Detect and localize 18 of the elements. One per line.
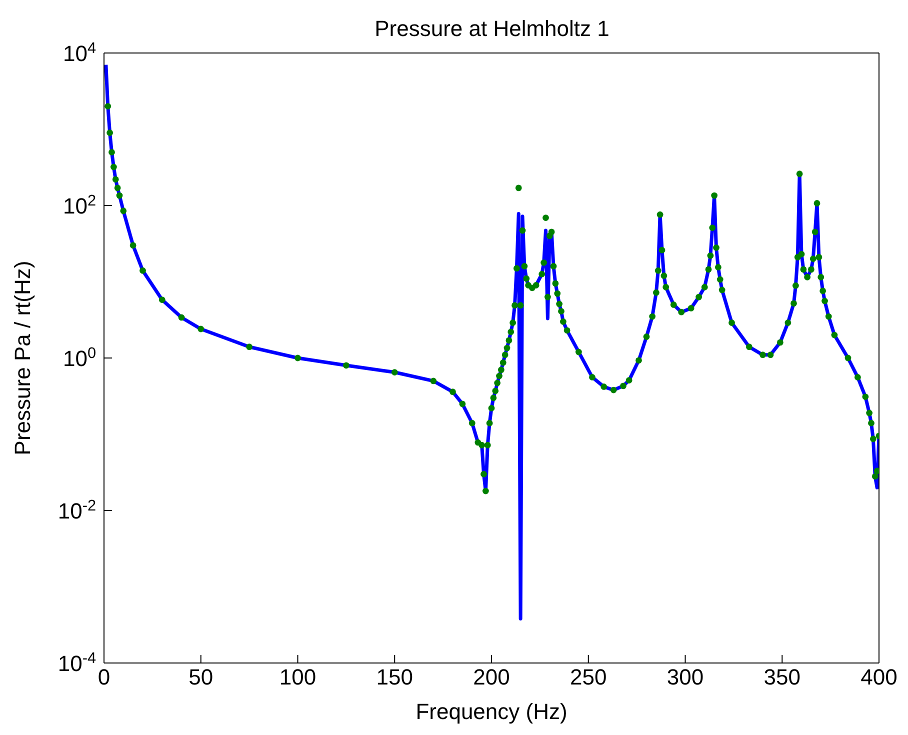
x-tick-label: 350: [764, 664, 800, 690]
y-tick-label: 10$^{2}$: [62, 192, 96, 218]
y-tick-label: 10$^{0}$: [62, 344, 96, 371]
x-tick-label: 400: [860, 664, 898, 690]
y-tick-label: 10$^{-4}$: [58, 650, 96, 676]
x-tick-label: 250: [570, 664, 607, 690]
x-tick-label: 100: [279, 664, 316, 690]
chart-title: Pressure at Helmholtz 1: [374, 16, 610, 42]
line-series: [104, 63, 879, 621]
x-tick-label: 300: [666, 664, 704, 690]
y-tick-label: 10$^{-2}$: [58, 497, 96, 524]
x-tick-label: 0: [98, 664, 110, 690]
x-tick-label: 50: [188, 664, 214, 690]
x-tick-label: 200: [473, 664, 510, 690]
x-tick-label: 150: [376, 664, 413, 690]
y-axis-title: Pressure Pa / rt(Hz): [10, 260, 35, 456]
x-axis-title: Frequency (Hz): [416, 699, 568, 724]
y-tick-label: 10$^{4}$: [62, 40, 96, 66]
